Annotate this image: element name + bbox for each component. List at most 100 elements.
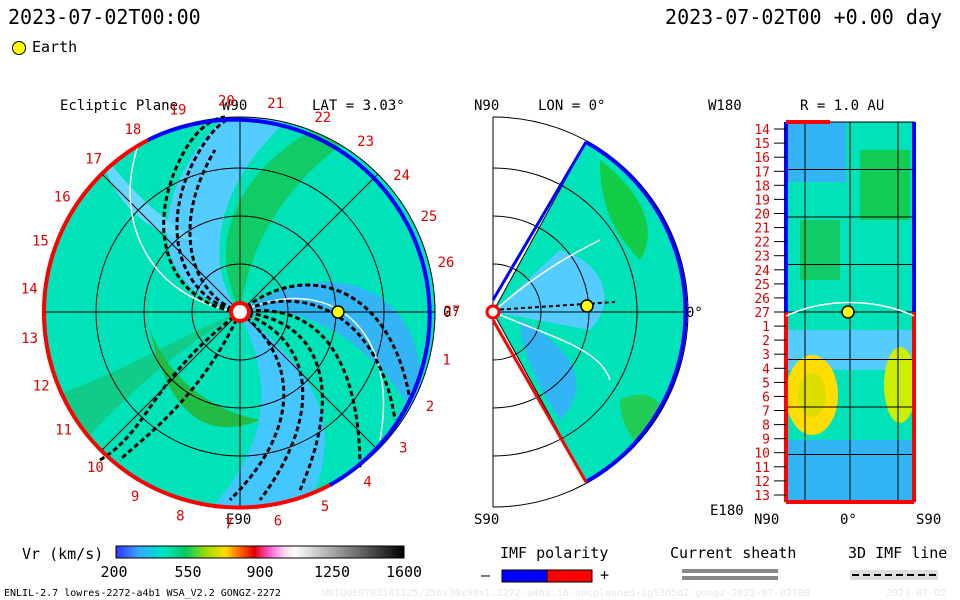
radial-rotation-label: 24	[754, 264, 770, 279]
ecliptic-rotation-label: 18	[124, 122, 141, 138]
ecliptic-rotation-label: 23	[357, 134, 374, 150]
run-info: ENLIL-2.7 lowres-2272-a4b1 WSA_V2.2 GONG…	[4, 588, 281, 599]
radial-rotation-label: 10	[754, 447, 770, 462]
timestamp-left: 2023-07-02T00:00	[8, 5, 201, 29]
ecliptic-rotation-label: 2	[426, 399, 434, 415]
radial-rotation-label: 17	[754, 165, 770, 180]
radial-w180-label: W180	[708, 98, 742, 114]
radial-s90-label: S90	[916, 512, 941, 528]
radial-rotation-label: 5	[762, 376, 770, 391]
ecliptic-zero-label: 0°	[443, 305, 460, 321]
radial-rotation-label: 4	[762, 362, 770, 377]
w90-label: W90	[222, 98, 247, 114]
radial-rotation-label: 21	[754, 222, 770, 237]
radial-rotation-label: 7	[762, 405, 770, 420]
ecliptic-rotation-label: 6	[274, 514, 282, 530]
radial-map-panel	[784, 120, 916, 504]
ecliptic-rotation-label: 1	[442, 353, 450, 369]
earth-ecliptic-icon	[331, 305, 345, 319]
vr-tick-900: 900	[246, 563, 273, 581]
radial-rotation-label: 22	[754, 236, 770, 251]
ecliptic-rotation-label: 26	[438, 255, 455, 271]
e90-label: E90	[226, 512, 251, 528]
vr-tick-200: 200	[100, 563, 127, 581]
imf-line-title: 3D IMF line	[848, 544, 947, 562]
current-sheath-swatch-2	[682, 576, 778, 580]
timestamp-right: 2023-07-02T00 +0.00 day	[665, 5, 942, 29]
imf-negative-swatch	[501, 569, 548, 583]
meridional-zero-label: 0°	[686, 305, 703, 321]
radial-rotation-label: 13	[754, 489, 770, 504]
lat-label: LAT = 3.03°	[312, 98, 405, 114]
radial-rotation-label: 27	[754, 306, 770, 321]
radial-rotation-label: 26	[754, 292, 770, 307]
ecliptic-rotation-label: 9	[131, 489, 139, 505]
ecliptic-rotation-label: 13	[21, 331, 38, 347]
meridional-s90-label: S90	[474, 512, 499, 528]
imf-positive-swatch	[546, 569, 593, 583]
radial-rotation-label: 14	[754, 123, 770, 138]
ecliptic-rotation-label: 8	[176, 508, 184, 524]
run-date-watermark: 2023-07-02	[886, 588, 946, 599]
radial-rotation-labels: 1415161718192021222324252627123456789101…	[754, 123, 786, 504]
imf-minus-label: –	[481, 566, 491, 584]
radial-rotation-label: 18	[754, 179, 770, 194]
radial-title: R = 1.0 AU	[800, 98, 884, 114]
radial-n90-label: N90	[754, 512, 779, 528]
radial-rotation-label: 25	[754, 278, 770, 293]
earth-marker-icon	[12, 41, 26, 55]
ecliptic-rotation-label: 20	[218, 93, 235, 109]
ecliptic-rotation-label: 24	[393, 168, 410, 184]
ecliptic-rotation-label: 11	[55, 423, 72, 439]
radial-rotation-label: 6	[762, 390, 770, 405]
ecliptic-rotation-label: 12	[33, 379, 50, 395]
earth-radial-icon	[841, 305, 855, 319]
radial-rotation-label: 19	[754, 193, 770, 208]
ecliptic-rotation-label: 14	[21, 282, 38, 298]
current-sheath-swatch-1	[682, 569, 778, 573]
radial-rotation-label: 20	[754, 208, 770, 223]
radial-rotation-label: 8	[762, 419, 770, 434]
radial-e180-label: E180	[710, 503, 744, 519]
radial-rotation-label: 15	[754, 137, 770, 152]
ecliptic-rotation-label: 25	[420, 209, 437, 225]
ecliptic-rotation-label: 7	[225, 517, 233, 533]
imf-polarity-title: IMF polarity	[500, 544, 608, 562]
radial-rotation-label: 16	[754, 151, 770, 166]
ecliptic-rotation-label: 21	[267, 96, 284, 112]
radial-zero-label: 0°	[840, 512, 857, 528]
ecliptic-rotation-label: 27	[444, 304, 461, 320]
imf-line-swatch-bg	[850, 570, 938, 580]
meridional-plane-panel	[485, 116, 690, 508]
vr-tick-550: 550	[174, 563, 201, 581]
ecliptic-rotation-label: 3	[399, 440, 407, 456]
ecliptic-rotation-label: 15	[32, 234, 49, 250]
ecliptic-title: Ecliptic Plane	[60, 98, 178, 114]
radial-rotation-label: 1	[762, 320, 770, 335]
vr-colorbar	[115, 545, 405, 559]
imf-plus-label: +	[600, 566, 609, 584]
vr-tick-1250: 1250	[314, 563, 350, 581]
ecliptic-plane-panel	[42, 115, 436, 510]
ecliptic-rotation-label: 19	[170, 102, 187, 118]
earth-legend-label: Earth	[32, 38, 78, 56]
current-sheath-title: Current sheath	[670, 544, 796, 562]
radial-rotation-label: 9	[762, 433, 770, 448]
radial-rotation-label: 11	[754, 461, 770, 476]
vr-tick-1600: 1600	[386, 563, 422, 581]
earth-meridional-icon	[580, 299, 594, 313]
ecliptic-rotation-label: 10	[87, 460, 104, 476]
ecliptic-rotation-label: 4	[363, 474, 371, 490]
run-watermark: UNIQUE0703141125/256x30x90x1.2272-a4b1.1…	[322, 588, 810, 599]
meridional-title: LON = 0°	[538, 98, 605, 114]
ecliptic-rotation-label: 5	[321, 499, 329, 515]
ecliptic-rotation-label: 22	[314, 110, 331, 126]
ecliptic-rotation-label: 17	[85, 152, 102, 168]
vr-label: Vr (km/s)	[22, 545, 103, 563]
ecliptic-rotation-label: 16	[54, 190, 71, 206]
radial-rotation-label: 2	[762, 334, 770, 349]
meridional-n90-label: N90	[474, 98, 499, 114]
radial-rotation-label: 23	[754, 250, 770, 265]
